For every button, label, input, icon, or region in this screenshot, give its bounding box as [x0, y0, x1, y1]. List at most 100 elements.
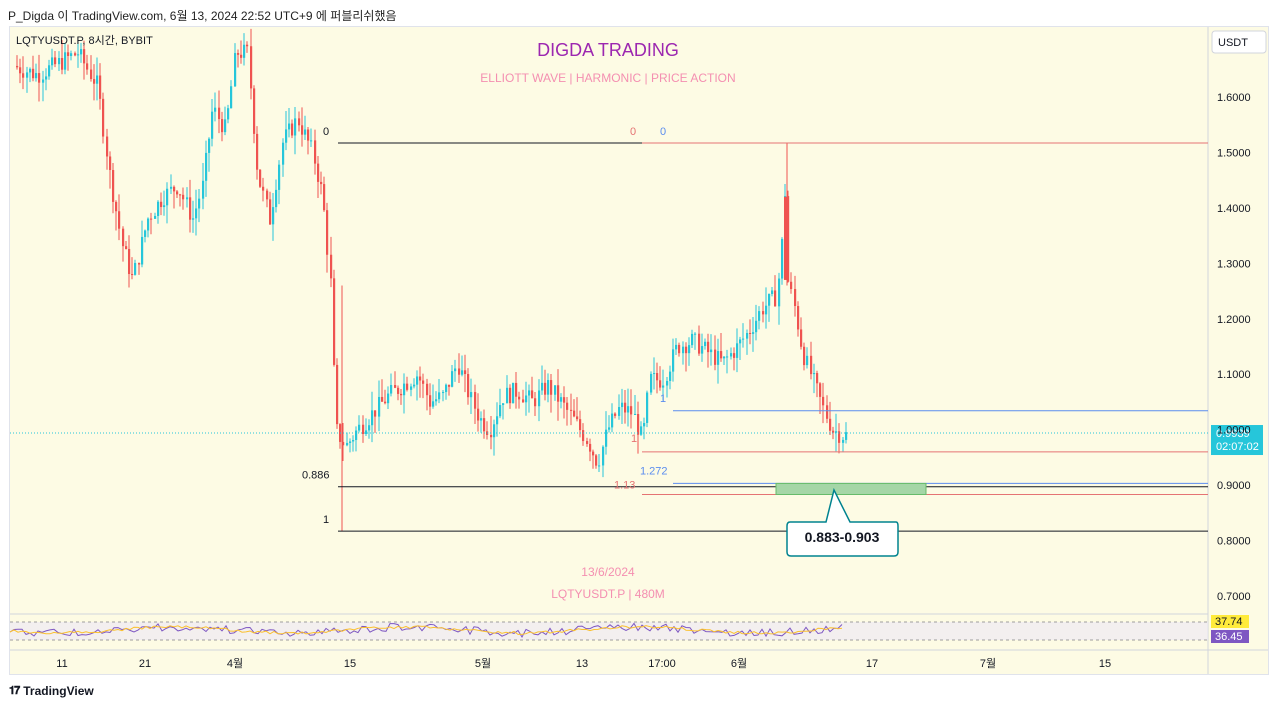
candle-body — [16, 65, 19, 68]
x-tick-label: 13 — [576, 658, 588, 670]
candle-body — [301, 125, 304, 135]
candle-body — [701, 346, 704, 354]
candle-body — [723, 356, 726, 359]
candle-body — [102, 98, 105, 137]
candle-body — [374, 410, 377, 417]
candle-body — [266, 190, 269, 200]
candle-body — [614, 413, 617, 416]
candle-body — [666, 380, 669, 386]
candle-body — [186, 197, 189, 200]
candle-body — [74, 53, 77, 56]
candle-body — [845, 432, 848, 440]
chart-frame[interactable] — [9, 26, 1269, 675]
author-line: P_Digda 이 TradingView.com, 6월 13, 2024 2… — [8, 9, 397, 23]
candle-body — [278, 164, 281, 190]
candle-body — [707, 341, 710, 353]
candle-body — [352, 440, 355, 442]
candle-body — [787, 196, 790, 282]
candle-body — [403, 383, 406, 396]
candle-body — [378, 396, 381, 417]
fib-red-113-label: 1.13 — [614, 480, 635, 492]
candle-body — [122, 228, 125, 247]
candle-body — [589, 443, 592, 452]
candle-body — [195, 208, 198, 219]
candle-body — [160, 201, 163, 208]
y-tick-label: 1.5000 — [1217, 147, 1251, 159]
candle-body — [230, 86, 233, 109]
tv-logo-icon: 𝟏𝟕 — [9, 684, 20, 697]
candle-body — [48, 65, 51, 77]
tradingview-logo[interactable]: 𝟏𝟕 TradingView — [9, 684, 94, 698]
x-tick-label: 15 — [1099, 658, 1111, 670]
candle-body — [656, 373, 659, 381]
candle-body — [816, 373, 819, 384]
candle-body — [77, 54, 80, 56]
fib-red-1-label: 1 — [631, 433, 637, 445]
candle-body — [86, 63, 89, 70]
candle-body — [797, 306, 800, 330]
candle-body — [224, 119, 227, 133]
y-tick-label: 0.7000 — [1217, 591, 1251, 603]
candle-body — [240, 54, 243, 58]
candle-body — [691, 333, 694, 346]
candle-body — [678, 344, 681, 354]
candle-body — [806, 355, 809, 366]
candle-body — [454, 368, 457, 372]
candle-body — [106, 136, 109, 157]
candle-body — [477, 408, 480, 421]
x-tick-label: 5월 — [475, 657, 491, 670]
candle-body — [640, 426, 643, 435]
candle-body — [710, 349, 713, 353]
candle-body — [554, 385, 557, 395]
candle-body — [22, 73, 25, 78]
candle-body — [470, 392, 473, 398]
candle-body — [416, 376, 419, 385]
candle-body — [333, 278, 336, 365]
candle-body — [618, 407, 621, 416]
candle-body — [448, 384, 451, 387]
candle-body — [774, 290, 777, 307]
candle-body — [246, 44, 249, 47]
fib-red-0-label: 0 — [630, 126, 636, 138]
candle-body — [730, 353, 733, 357]
candle-body — [518, 396, 521, 400]
x-tick-label: 6월 — [731, 657, 747, 670]
candle-body — [499, 405, 502, 417]
candle-body — [842, 439, 845, 443]
candle-body — [736, 343, 739, 358]
target-callout-box — [786, 487, 899, 557]
candle-body — [685, 346, 688, 354]
rsi-ma-value: 37.74 — [1215, 616, 1243, 628]
candle-body — [19, 67, 22, 74]
candle-body — [746, 332, 749, 339]
candle-body — [170, 186, 173, 189]
candle-body — [544, 382, 547, 395]
candle-body — [643, 422, 646, 427]
candle-body — [342, 441, 345, 446]
candle-body — [256, 133, 259, 170]
candle-body — [182, 194, 185, 200]
currency-label: USDT — [1218, 37, 1248, 49]
candle-body — [147, 218, 150, 231]
candle-body — [192, 218, 195, 220]
target-zone — [775, 482, 927, 496]
candle-body — [326, 210, 329, 255]
candle-body — [573, 410, 576, 417]
candle-body — [432, 401, 435, 407]
candle-body — [58, 57, 61, 65]
rsi-value: 36.45 — [1215, 631, 1243, 643]
candle-body — [198, 198, 201, 209]
candle-body — [221, 119, 224, 133]
candle-body — [144, 230, 147, 237]
candle-body — [422, 380, 425, 384]
candle-body — [480, 418, 483, 421]
countdown-label: 02:07:02 — [1216, 441, 1259, 453]
candle-body — [269, 199, 272, 225]
candle-body — [493, 424, 496, 438]
watermark-date: 13/6/2024 — [581, 565, 635, 579]
candle-body — [502, 403, 505, 406]
candle-body — [365, 430, 368, 435]
candle-body — [298, 118, 301, 126]
candle-body — [611, 413, 614, 428]
